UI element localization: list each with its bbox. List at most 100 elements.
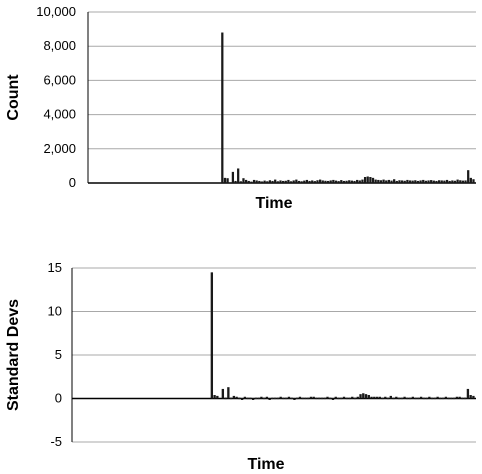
std-devs-bar [210,272,214,399]
count-bar [263,180,266,183]
std-devs-bar [282,397,285,400]
count-bar [303,180,306,183]
count-bar [268,180,272,183]
count-bar [382,179,385,183]
std-devs-bar [403,396,406,399]
count-bar [408,180,412,183]
count-bar [437,180,441,183]
std-devs-bar [309,396,313,399]
std-devs-bar [373,396,376,399]
std-devs-y-tick-label: 5 [55,347,62,362]
std-devs-bar [342,396,346,399]
count-bar [419,180,422,183]
std-devs-bar [304,397,307,400]
std-devs-bar [359,394,362,399]
std-devs-bar [411,396,415,399]
std-devs-bar [337,397,340,400]
std-devs-bar [463,397,467,400]
std-devs-bar [381,397,384,400]
count-bar [440,180,443,183]
std-devs-bar [224,397,227,400]
count-bar [226,178,229,183]
std-devs-bar [370,396,373,399]
std-devs-bar [395,396,398,399]
count-bar [445,179,449,183]
std-devs-bar [351,396,354,399]
count-bar [297,180,301,183]
std-devs-bar [307,397,310,400]
count-bar [342,180,346,183]
std-devs-bar [323,397,326,400]
std-devs-bar [298,396,302,399]
count-bar [366,176,369,183]
count-bar [464,180,467,183]
count-bar [456,179,459,183]
count-bar [231,171,235,183]
count-bar [422,179,425,183]
count-bar [311,180,314,183]
count-chart: 0 2,000 4,000 6,000 8,000 10,000 Time Count [5,4,476,212]
std-devs-bar [213,395,216,399]
std-devs-bar [455,396,459,399]
count-bar [377,179,380,183]
count-bar [340,180,343,183]
std-devs-bar [268,398,271,400]
std-devs-bar [422,397,426,400]
count-bar [356,179,359,183]
std-devs-bar [238,397,241,400]
count-bar [274,179,277,183]
std-devs-bar [430,397,434,400]
count-bar [374,179,377,183]
std-devs-bar [312,396,315,399]
count-bar [451,180,454,183]
std-devs-bar [285,397,288,400]
count-bar [390,180,393,183]
std-devs-bar [296,397,299,400]
count-bar [411,180,414,183]
count-bar [427,180,430,183]
std-devs-bar [276,397,280,400]
count-bar [371,177,375,183]
count-bar [358,180,361,183]
std-devs-bar [439,397,442,400]
count-bar [237,168,240,183]
count-bar [252,179,256,183]
std-devs-bar [425,397,428,400]
count-bar [223,177,227,183]
count-bar [345,180,348,183]
count-bar [395,180,398,183]
std-devs-x-axis-title: Time [247,456,284,473]
std-devs-bar [227,387,230,399]
count-bar [242,178,245,183]
std-devs-bar [362,393,365,399]
std-devs-bar [271,397,274,400]
count-bar [398,180,401,183]
std-devs-bar [274,397,277,400]
std-devs-bar [375,396,379,399]
count-bar [472,179,475,183]
std-devs-bar [279,396,282,399]
count-bar [321,180,324,183]
count-bar [453,180,457,183]
std-devs-bar [331,398,335,400]
std-devs-bar [400,397,403,400]
count-bar [369,177,372,183]
count-bar [414,180,417,183]
std-devs-bar [265,396,269,399]
count-y-tick-label: 6,000 [43,72,76,87]
std-devs-bar [345,397,348,400]
std-devs-bar [240,398,244,400]
std-devs-bar [353,397,357,400]
count-bar [467,170,470,183]
count-y-axis-title: Count [5,74,22,121]
std-devs-bar [447,397,450,400]
count-bar [459,180,462,183]
count-bar [284,180,287,183]
count-bar [260,181,264,183]
std-devs-bar [293,398,296,400]
count-bar [432,180,435,183]
std-devs-bar [406,397,409,400]
std-devs-bar [229,397,233,400]
std-devs-bar [334,396,337,399]
count-bar [379,180,383,183]
